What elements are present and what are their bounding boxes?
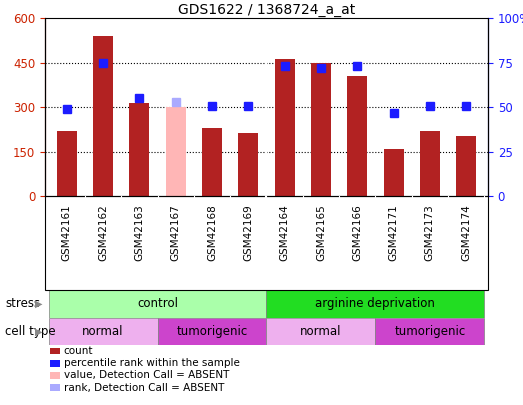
Text: arginine deprivation: arginine deprivation (315, 297, 435, 310)
Bar (275, 59, 294, 196)
Bar (202, 128, 222, 196)
Text: rank, Detection Call = ABSENT: rank, Detection Call = ABSENT (64, 383, 224, 392)
Bar (347, 76, 367, 196)
Text: GSM42161: GSM42161 (62, 204, 72, 261)
Bar (266, 290, 484, 318)
Text: GSM42164: GSM42164 (280, 204, 290, 261)
Bar (157, 318, 266, 345)
Bar (383, 149, 404, 196)
Text: cell type: cell type (5, 325, 56, 338)
Bar (238, 132, 258, 196)
Bar (311, 63, 331, 196)
Text: normal: normal (82, 325, 124, 338)
Text: count: count (64, 346, 93, 356)
Text: tumorigenic: tumorigenic (176, 325, 247, 338)
Bar (129, 103, 150, 196)
Text: GSM42169: GSM42169 (243, 204, 253, 261)
Text: GSM42168: GSM42168 (207, 204, 217, 261)
Bar (456, 136, 476, 196)
Bar (93, 36, 113, 196)
Text: tumorigenic: tumorigenic (394, 325, 465, 338)
Text: GSM42171: GSM42171 (389, 204, 399, 261)
Text: value, Detection Call = ABSENT: value, Detection Call = ABSENT (64, 371, 229, 380)
Text: GSM42165: GSM42165 (316, 204, 326, 261)
Bar (376, 318, 484, 345)
Text: ▶: ▶ (35, 326, 42, 337)
Text: percentile rank within the sample: percentile rank within the sample (64, 358, 240, 368)
Text: ▶: ▶ (35, 299, 42, 309)
Text: stress: stress (5, 297, 40, 310)
Bar (420, 131, 440, 196)
Bar (49, 290, 266, 318)
Text: GSM42162: GSM42162 (98, 204, 108, 261)
Bar (166, 107, 186, 196)
Text: GSM42174: GSM42174 (461, 204, 471, 261)
Text: GSM42166: GSM42166 (353, 204, 362, 261)
Bar (49, 318, 157, 345)
Bar (266, 318, 376, 345)
Title: GDS1622 / 1368724_a_at: GDS1622 / 1368724_a_at (178, 3, 355, 17)
Text: GSM42163: GSM42163 (134, 204, 144, 261)
Text: normal: normal (300, 325, 342, 338)
Text: control: control (137, 297, 178, 310)
Text: GSM42167: GSM42167 (170, 204, 180, 261)
Text: GSM42173: GSM42173 (425, 204, 435, 261)
Bar (57, 131, 77, 196)
